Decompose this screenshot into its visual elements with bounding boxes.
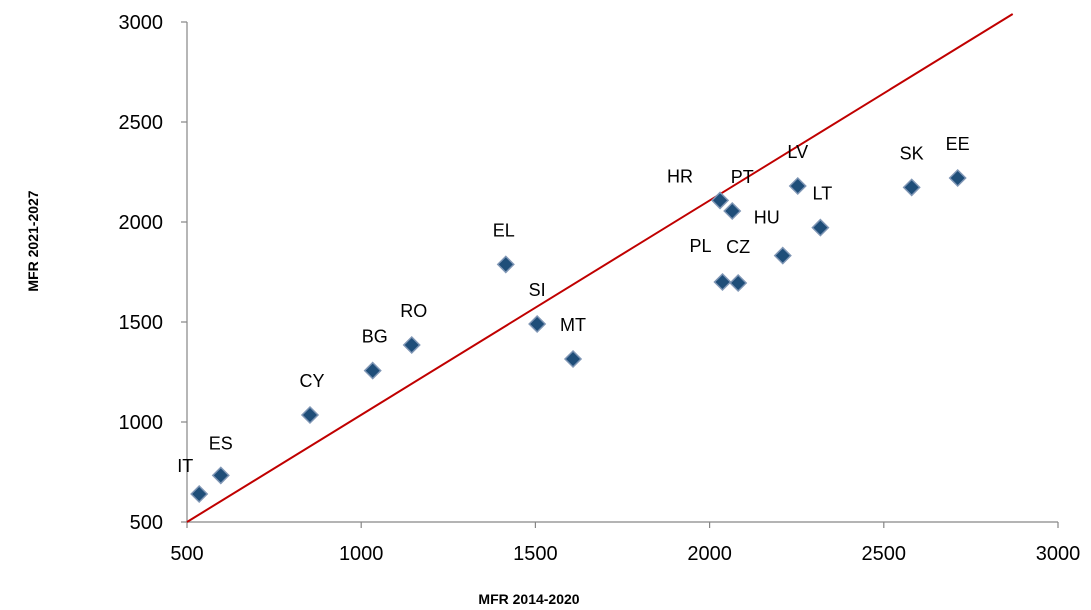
y-axis-title: MFR 2021-2027: [25, 190, 41, 291]
reference-line: [186, 13, 1014, 523]
data-point-el: [496, 255, 515, 274]
data-point-pl: [713, 272, 732, 292]
point-label-hr: HR: [667, 166, 693, 186]
x-axis-ticks: 500 1000 1500 2000 2500 3000: [170, 522, 1080, 565]
point-label-cy: CY: [299, 371, 324, 391]
y-tick-label: 1500: [119, 312, 164, 334]
data-point-pt: [723, 201, 742, 221]
data-point-cz: [729, 273, 748, 293]
point-label-sk: SK: [900, 143, 924, 163]
point-label-it: IT: [177, 456, 193, 476]
point-label-si: SI: [529, 280, 546, 300]
point-label-es: ES: [209, 433, 233, 453]
x-tick-label: 2000: [687, 543, 732, 565]
point-label-pl: PL: [689, 236, 711, 256]
x-tick-label: 500: [170, 543, 203, 565]
point-label-mt: MT: [560, 315, 586, 335]
data-point-es: [211, 466, 230, 485]
data-point-hu: [773, 246, 792, 265]
data-point-si: [528, 314, 547, 334]
x-tick-label: 1500: [513, 543, 558, 565]
data-point-bg: [363, 361, 382, 380]
point-label-lv: LV: [787, 142, 808, 162]
data-point-it: [190, 484, 209, 504]
data-point-hr: [710, 191, 730, 210]
point-label-lt: LT: [813, 184, 833, 204]
data-point-cy: [300, 405, 320, 425]
data-point-ro: [402, 335, 421, 355]
point-label-hu: HU: [754, 208, 780, 228]
y-tick-label: 3000: [119, 12, 164, 34]
point-label-bg: BG: [362, 327, 388, 347]
y-tick-label: 2000: [119, 212, 164, 234]
data-point-lv: [788, 176, 807, 196]
point-label-ee: EE: [946, 134, 970, 154]
y-tick-label: 1000: [119, 412, 164, 434]
x-tick-label: 2500: [862, 543, 907, 565]
point-label-pt: PT: [731, 167, 754, 187]
point-label-ro: RO: [400, 301, 427, 321]
data-points: [190, 168, 967, 504]
data-point-lt: [811, 218, 830, 237]
point-label-cz: CZ: [726, 237, 750, 257]
data-point-mt: [563, 349, 583, 369]
x-tick-label: 3000: [1036, 543, 1081, 565]
y-tick-label: 2500: [119, 112, 164, 134]
data-point-ee: [948, 168, 967, 188]
data-point-sk: [902, 178, 921, 197]
y-tick-label: 500: [130, 512, 163, 534]
x-axis-title: MFR 2014-2020: [478, 591, 579, 607]
axes: 500 1000 1500 2000 2500 3000 500 1000 1500 2000 2…: [119, 12, 1081, 565]
y-axis-ticks: 500 1000 1500 2000 2500 3000: [119, 12, 187, 534]
x-tick-label: 1000: [339, 543, 384, 565]
point-label-el: EL: [493, 220, 515, 240]
